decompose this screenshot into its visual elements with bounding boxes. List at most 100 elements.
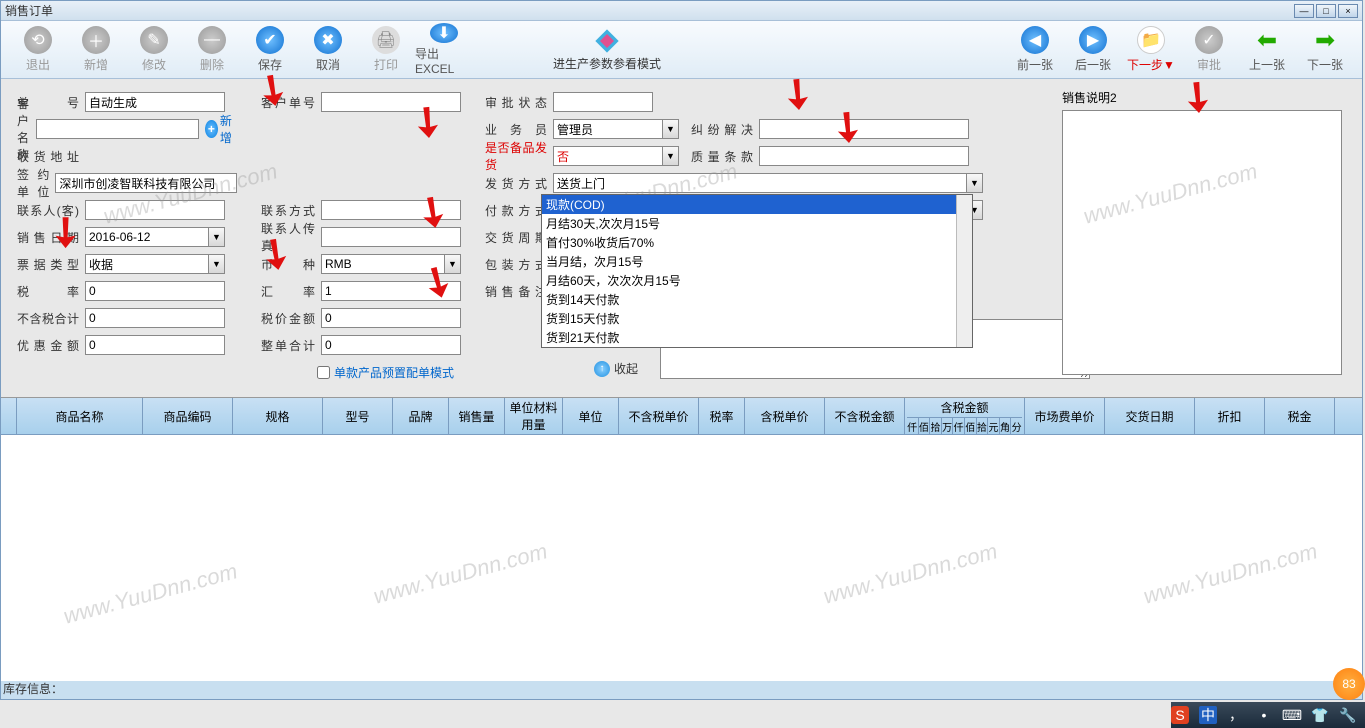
col-header[interactable]: 交货日期 (1105, 398, 1195, 434)
memo-label: 销售说明2 (1062, 89, 1342, 106)
window-controls: — □ × (1294, 4, 1358, 18)
save-button[interactable]: ✔保存 (241, 24, 299, 76)
new-customer-button[interactable]: +新增 (205, 112, 237, 146)
customer-name-input[interactable] (36, 119, 199, 139)
plus-icon: + (205, 120, 218, 138)
contact-way-input[interactable] (321, 200, 461, 220)
grid-body[interactable] (1, 435, 1362, 681)
memo-panel: 销售说明2 (1062, 89, 1342, 378)
tray-icon[interactable]: • (1255, 706, 1273, 724)
ship-way-input[interactable] (553, 173, 967, 193)
toolbar: ⟲退出 ＋新增 ✎修改 —删除 ✔保存 ✖取消 🖨打印 ⬇导出EXCEL 进生产… (1, 21, 1362, 79)
col-header-group[interactable]: 含税金额 仟佰拾万仟佰拾元角分 (905, 398, 1025, 434)
col-header[interactable]: 不含税金额 (825, 398, 905, 434)
memo-textarea[interactable] (1062, 110, 1342, 375)
is-stock-input[interactable] (553, 146, 663, 166)
tray-icon[interactable]: 👕 (1311, 706, 1329, 724)
preset-mode-checkbox[interactable]: 单款产品预置配单模式 (317, 364, 454, 381)
sale-date-input[interactable] (85, 227, 209, 247)
minimize-button[interactable]: — (1294, 4, 1314, 18)
col-header[interactable]: 税率 (699, 398, 745, 434)
notification-badge[interactable]: 83 (1333, 668, 1365, 700)
page-down-button[interactable]: ➡下一张 (1296, 24, 1354, 76)
delete-button[interactable]: —删除 (183, 24, 241, 76)
titlebar: 销售订单 — □ × (1, 1, 1362, 21)
pay-option[interactable]: 月结60天，次次次月15号 (542, 271, 972, 290)
audit-state-input[interactable] (553, 92, 653, 112)
pay-option[interactable]: 月结30天,次次月15号 (542, 214, 972, 233)
date-dropdown-button[interactable]: ▼ (209, 227, 225, 247)
col-header[interactable]: 规格 (233, 398, 323, 434)
collapse-icon: ↑ (594, 361, 610, 377)
sum-excl-tax-input[interactable] (85, 308, 225, 328)
col-header[interactable]: 市场费单价 (1025, 398, 1105, 434)
pay-option[interactable]: 货到15天付款 (542, 309, 972, 328)
col-header[interactable]: 商品编码 (143, 398, 233, 434)
sign-unit-input[interactable] (55, 173, 237, 193)
col-header[interactable]: 型号 (323, 398, 393, 434)
col-header[interactable]: 单位材料用量 (505, 398, 563, 434)
add-button[interactable]: ＋新增 (67, 24, 125, 76)
col-header[interactable]: 折扣 (1195, 398, 1265, 434)
exit-button[interactable]: ⟲退出 (9, 24, 67, 76)
col-header[interactable]: 含税单价 (745, 398, 825, 434)
col-header[interactable]: 单位 (563, 398, 619, 434)
contact-input[interactable] (85, 200, 225, 220)
export-button[interactable]: ⬇导出EXCEL (415, 24, 473, 76)
dropdown-scrollbar[interactable] (956, 195, 972, 347)
contact-fax-input[interactable] (321, 227, 461, 247)
tray-icon[interactable]: ， (1227, 706, 1245, 724)
col-header[interactable]: 税金 (1265, 398, 1335, 434)
salesman-input[interactable] (553, 119, 663, 139)
window-title: 销售订单 (5, 2, 1294, 19)
settings-icon[interactable]: 🔧 (1339, 706, 1357, 724)
next-record-button[interactable]: ▶后一张 (1064, 24, 1122, 76)
ship-way-dropdown[interactable]: ▼ (967, 173, 983, 193)
currency-dropdown[interactable]: ▼ (445, 254, 461, 274)
pay-option[interactable]: 货到14天付款 (542, 290, 972, 309)
total-input[interactable] (321, 335, 461, 355)
order-no-input[interactable] (85, 92, 225, 112)
ime-icon[interactable]: S (1171, 706, 1189, 724)
grid-row-selector[interactable] (1, 398, 17, 434)
is-stock-dropdown[interactable]: ▼ (663, 146, 679, 166)
tax-rate-input[interactable] (85, 281, 225, 301)
pay-option[interactable]: 首付30%收货后70% (542, 233, 972, 252)
quality-input[interactable] (759, 146, 969, 166)
ime-lang-icon[interactable]: 中 (1199, 706, 1217, 724)
cancel-button[interactable]: ✖取消 (299, 24, 357, 76)
main-window: 销售订单 — □ × ⟲退出 ＋新增 ✎修改 —删除 ✔保存 ✖取消 🖨打印 ⬇… (0, 0, 1363, 700)
prev-record-button[interactable]: ◀前一张 (1006, 24, 1064, 76)
col-header[interactable]: 品牌 (393, 398, 449, 434)
dispute-input[interactable] (759, 119, 969, 139)
audit-button[interactable]: ✓审批 (1180, 24, 1238, 76)
page-up-button[interactable]: ⬅上一张 (1238, 24, 1296, 76)
mode-button[interactable]: 进生产参数参看模式 (553, 27, 661, 72)
status-bar: 库存信息： (3, 680, 63, 697)
invoice-type-input[interactable] (85, 254, 209, 274)
col-header[interactable]: 不含税单价 (619, 398, 699, 434)
tax-amount-input[interactable] (321, 308, 461, 328)
close-button[interactable]: × (1338, 4, 1358, 18)
col-header[interactable]: 商品名称 (17, 398, 143, 434)
salesman-dropdown[interactable]: ▼ (663, 119, 679, 139)
print-button[interactable]: 🖨打印 (357, 24, 415, 76)
edit-button[interactable]: ✎修改 (125, 24, 183, 76)
grid-header: 商品名称 商品编码 规格 型号 品牌 销售量 单位材料用量 单位 不含税单价 税… (1, 398, 1362, 435)
col-header[interactable]: 销售量 (449, 398, 505, 434)
next-step-button[interactable]: 📁下一步▼ (1122, 24, 1180, 76)
pay-way-options[interactable]: 现款(COD) 月结30天,次次月15号 首付30%收货后70% 当月结，次月1… (541, 194, 973, 348)
customer-order-input[interactable] (321, 92, 461, 112)
maximize-button[interactable]: □ (1316, 4, 1336, 18)
exchange-rate-input[interactable] (321, 281, 461, 301)
keyboard-icon[interactable]: ⌨ (1283, 706, 1301, 724)
pay-option[interactable]: 当月结，次月15号 (542, 252, 972, 271)
collapse-button[interactable]: ↑收起 (594, 360, 638, 377)
form-area: 单 号 客户名称+新增 收货地址 签约单位 联系人(客) 销售日期▼ 票据类型▼… (1, 79, 1362, 397)
pay-option[interactable]: 货到21天付款 (542, 328, 972, 347)
taskbar: S 中 ， • ⌨ 👕 🔧 (1171, 702, 1365, 728)
discount-input[interactable] (85, 335, 225, 355)
pay-option[interactable]: 现款(COD) (542, 195, 972, 214)
currency-input[interactable] (321, 254, 445, 274)
invoice-type-dropdown[interactable]: ▼ (209, 254, 225, 274)
